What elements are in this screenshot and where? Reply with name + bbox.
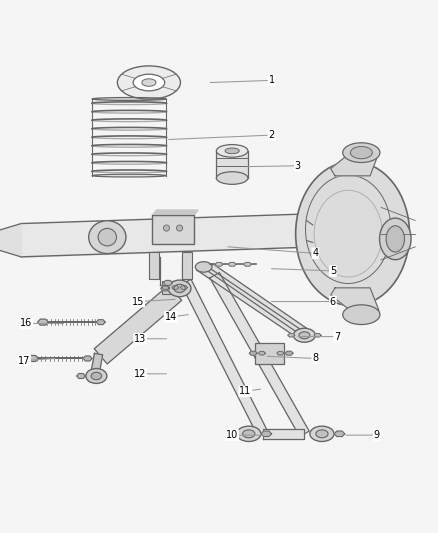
Polygon shape bbox=[161, 286, 170, 291]
Polygon shape bbox=[94, 285, 182, 364]
Text: 7: 7 bbox=[298, 332, 340, 342]
Polygon shape bbox=[180, 286, 187, 289]
Polygon shape bbox=[181, 279, 268, 437]
Polygon shape bbox=[162, 286, 169, 289]
Ellipse shape bbox=[350, 147, 372, 159]
Text: 15: 15 bbox=[132, 296, 175, 306]
Polygon shape bbox=[38, 319, 48, 325]
Polygon shape bbox=[0, 223, 21, 257]
Polygon shape bbox=[334, 431, 345, 437]
Polygon shape bbox=[163, 280, 172, 285]
Text: 1: 1 bbox=[210, 75, 275, 85]
Ellipse shape bbox=[92, 174, 166, 177]
Polygon shape bbox=[152, 210, 198, 215]
Ellipse shape bbox=[117, 66, 180, 99]
Ellipse shape bbox=[91, 372, 102, 379]
Text: 11: 11 bbox=[239, 386, 261, 397]
Ellipse shape bbox=[386, 226, 405, 252]
Ellipse shape bbox=[343, 305, 380, 325]
Text: 13: 13 bbox=[134, 334, 166, 344]
Polygon shape bbox=[331, 288, 379, 319]
Polygon shape bbox=[258, 351, 265, 355]
Text: 14: 14 bbox=[165, 312, 188, 322]
Polygon shape bbox=[244, 262, 251, 266]
Polygon shape bbox=[314, 334, 321, 337]
Text: 17: 17 bbox=[18, 356, 55, 366]
Polygon shape bbox=[96, 320, 105, 325]
Ellipse shape bbox=[293, 328, 315, 342]
Polygon shape bbox=[83, 356, 92, 361]
Polygon shape bbox=[210, 272, 309, 437]
Text: 5: 5 bbox=[272, 266, 336, 276]
Circle shape bbox=[163, 225, 170, 231]
Text: 12: 12 bbox=[134, 369, 166, 379]
Polygon shape bbox=[77, 374, 85, 378]
Polygon shape bbox=[261, 431, 272, 437]
Ellipse shape bbox=[316, 430, 328, 438]
Text: 4: 4 bbox=[228, 247, 318, 259]
Text: 9: 9 bbox=[346, 430, 380, 440]
Text: 8: 8 bbox=[267, 353, 318, 364]
Text: 6: 6 bbox=[272, 296, 336, 306]
Ellipse shape bbox=[296, 161, 410, 306]
Ellipse shape bbox=[237, 426, 261, 441]
Text: 10: 10 bbox=[226, 430, 263, 440]
Ellipse shape bbox=[216, 144, 248, 157]
Text: 3: 3 bbox=[247, 161, 301, 171]
FancyBboxPatch shape bbox=[149, 253, 159, 279]
Polygon shape bbox=[226, 431, 237, 437]
Ellipse shape bbox=[86, 368, 107, 383]
Polygon shape bbox=[249, 351, 257, 355]
Ellipse shape bbox=[310, 426, 334, 441]
Ellipse shape bbox=[343, 143, 380, 163]
Ellipse shape bbox=[243, 430, 255, 438]
FancyBboxPatch shape bbox=[162, 281, 186, 294]
Ellipse shape bbox=[133, 74, 165, 91]
Polygon shape bbox=[197, 263, 303, 338]
Ellipse shape bbox=[168, 280, 191, 297]
Polygon shape bbox=[215, 262, 223, 266]
Ellipse shape bbox=[216, 172, 248, 184]
Ellipse shape bbox=[98, 229, 117, 246]
Polygon shape bbox=[285, 351, 293, 355]
Ellipse shape bbox=[225, 148, 239, 154]
Text: 16: 16 bbox=[20, 318, 64, 328]
Ellipse shape bbox=[174, 284, 185, 293]
FancyBboxPatch shape bbox=[182, 253, 192, 279]
Polygon shape bbox=[172, 286, 179, 289]
Bar bbox=[216, 151, 248, 178]
FancyBboxPatch shape bbox=[255, 343, 284, 364]
Polygon shape bbox=[228, 262, 236, 266]
Polygon shape bbox=[263, 429, 304, 439]
Polygon shape bbox=[277, 351, 284, 355]
Polygon shape bbox=[288, 334, 295, 337]
Circle shape bbox=[177, 225, 183, 231]
Polygon shape bbox=[90, 353, 102, 379]
Ellipse shape bbox=[379, 218, 411, 260]
Ellipse shape bbox=[88, 221, 126, 254]
Polygon shape bbox=[208, 264, 314, 340]
Ellipse shape bbox=[299, 332, 310, 339]
Ellipse shape bbox=[195, 262, 212, 272]
Text: 2: 2 bbox=[169, 130, 275, 140]
FancyBboxPatch shape bbox=[152, 215, 194, 244]
Ellipse shape bbox=[142, 79, 156, 86]
Polygon shape bbox=[331, 144, 379, 176]
Polygon shape bbox=[28, 356, 38, 361]
